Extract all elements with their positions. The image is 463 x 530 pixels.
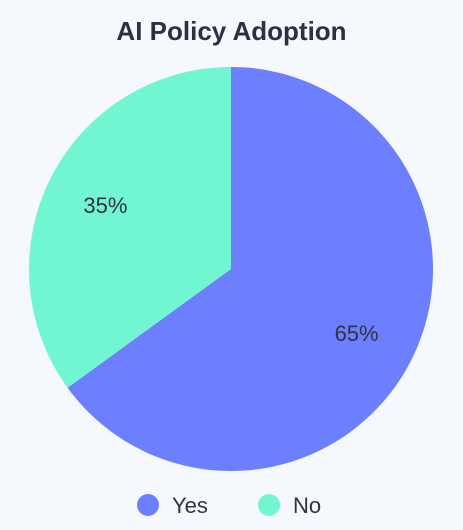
- legend-item-yes[interactable]: Yes: [137, 493, 208, 518]
- pie-slices: [29, 67, 434, 472]
- legend-label-yes: Yes: [172, 493, 208, 518]
- legend: Yes No: [137, 493, 321, 518]
- legend-marker-no: [258, 494, 280, 516]
- slice-label-yes: 65%: [335, 321, 379, 346]
- legend-label-no: No: [293, 493, 321, 518]
- chart-title: AI Policy Adoption: [116, 16, 346, 46]
- slice-label-no: 35%: [83, 193, 127, 218]
- slice-labels: 65% 35%: [83, 193, 378, 346]
- legend-marker-yes: [137, 494, 159, 516]
- pie-slice-no[interactable]: [29, 67, 231, 388]
- pie-slice-yes[interactable]: [67, 67, 434, 472]
- legend-item-no[interactable]: No: [258, 493, 321, 518]
